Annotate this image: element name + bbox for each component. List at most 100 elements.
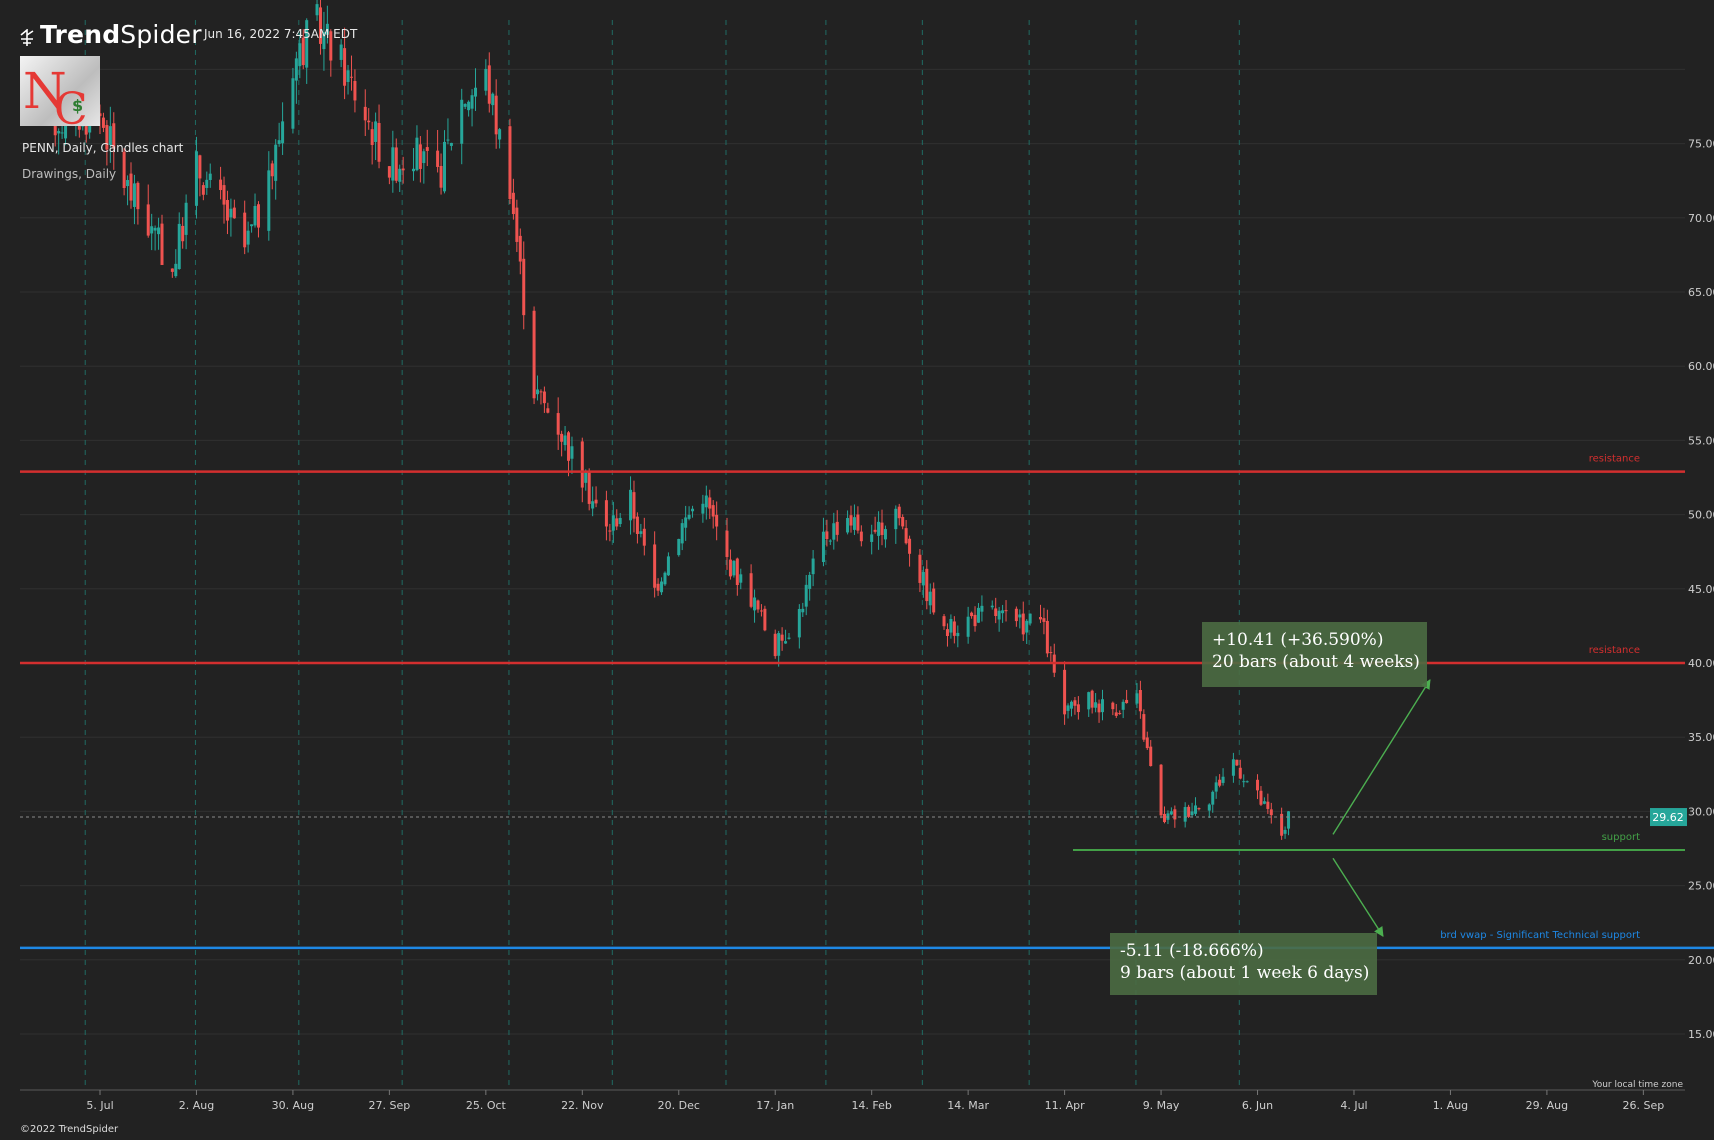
candle-body: [294, 58, 298, 81]
candle-body: [1187, 806, 1191, 817]
candle-body: [1214, 782, 1218, 792]
candle-body: [449, 142, 453, 146]
candle-body: [956, 632, 960, 637]
candle-body: [374, 121, 378, 142]
x-tick-label: 30. Aug: [272, 1099, 314, 1112]
measure-arrow-up[interactable]: [1332, 679, 1431, 835]
candle-body: [305, 20, 309, 68]
candle-body: [608, 530, 612, 532]
candle-body: [57, 131, 61, 134]
candle-body: [852, 517, 856, 530]
candle-body: [725, 530, 729, 557]
candle-body: [126, 180, 130, 187]
candle-body: [870, 534, 874, 542]
candle-body: [318, 7, 322, 44]
measure-down-box[interactable]: [1110, 933, 1377, 995]
x-tick-label: 20. Dec: [658, 1099, 700, 1112]
candle-body: [146, 204, 150, 236]
candle-body: [1063, 669, 1067, 715]
candle-body: [918, 554, 922, 583]
candle-body: [398, 168, 402, 182]
candle-body: [515, 207, 519, 242]
candle-body: [322, 32, 326, 50]
candle-body: [181, 225, 185, 242]
candle-body: [1087, 692, 1091, 710]
measure-arrow-down[interactable]: [1332, 857, 1384, 937]
candle-body: [1004, 610, 1008, 612]
candle-body: [639, 531, 643, 534]
candle-body: [1142, 714, 1146, 740]
measure-down-bars: 9 bars (about 1 week 6 days): [1120, 963, 1369, 983]
candle-body: [759, 610, 763, 612]
candle-body: [467, 101, 471, 111]
candle-body: [945, 629, 949, 637]
candle-body: [584, 472, 588, 483]
candle-body: [787, 637, 791, 639]
candle-body: [894, 508, 898, 530]
candle-body: [629, 489, 633, 521]
candle-body: [1066, 705, 1070, 711]
candle-body: [1097, 703, 1101, 713]
candle-body: [901, 516, 905, 527]
timezone-label: Your local time zone: [1591, 1080, 1683, 1090]
candle-body: [542, 391, 546, 404]
candle-body: [1163, 813, 1167, 823]
candle-body: [580, 441, 584, 488]
candle-body: [780, 634, 784, 641]
candle-body: [415, 137, 419, 171]
candle-body: [136, 182, 140, 210]
candle-body: [325, 23, 329, 35]
drawings-label[interactable]: Drawings, Daily: [22, 167, 117, 181]
y-tick-label: 25.00: [1688, 880, 1714, 893]
chart-title: PENN, Daily, Candles chart: [22, 141, 184, 155]
candle-body: [753, 597, 757, 611]
candle-body: [277, 140, 281, 144]
candle-body: [394, 147, 398, 181]
candle-body: [1145, 737, 1149, 749]
candle-body: [952, 621, 956, 636]
candle-body: [494, 95, 498, 135]
candle-body: [1169, 811, 1173, 815]
candle-body: [797, 608, 801, 638]
candle-body: [763, 608, 767, 631]
candle-body: [491, 93, 495, 106]
candle-body: [1245, 781, 1249, 783]
candle-body: [715, 514, 719, 527]
candle-body: [735, 558, 739, 585]
candle-body: [663, 572, 667, 585]
candle-body: [536, 389, 540, 395]
candle-body: [274, 144, 278, 181]
candle-body: [1114, 712, 1118, 716]
x-tick-label: 27. Sep: [369, 1099, 411, 1112]
candle-body: [739, 574, 743, 583]
candle-body: [439, 165, 443, 188]
candle-body: [966, 616, 970, 637]
level-label-3: brd vwap - Significant Technical support: [1440, 930, 1640, 941]
measurement-arrows[interactable]: +10.41 (+36.590%)20 bars (about 4 weeks)…: [1110, 622, 1431, 995]
candle-body: [1231, 759, 1235, 776]
candle-body: [511, 192, 515, 215]
candle-body: [522, 258, 526, 316]
candle-body: [1021, 613, 1025, 635]
candle-body: [425, 147, 429, 151]
x-tick-label: 17. Jan: [756, 1099, 794, 1112]
candle-body: [291, 78, 295, 129]
candle-body: [825, 531, 829, 540]
candle-body: [708, 497, 712, 509]
candle-body: [1014, 608, 1018, 622]
candle-body: [349, 76, 353, 78]
y-axis: 15.00 20.00 25.00 30.00 35.00 40.00 45.00 50.00…: [1688, 138, 1714, 1041]
x-tick-label: 29. Aug: [1526, 1099, 1568, 1112]
candle-body: [184, 202, 188, 235]
candle-body: [1183, 807, 1187, 822]
trendspider-logo-icon: [18, 24, 36, 46]
candle-body: [615, 518, 619, 527]
nc-logo-icon: N C $: [20, 56, 100, 135]
x-tick-label: 4. Jul: [1340, 1099, 1367, 1112]
candle-body: [604, 500, 608, 527]
candle-body: [921, 572, 925, 586]
measure-up-box[interactable]: [1202, 622, 1427, 687]
candle-body: [391, 147, 395, 181]
candle-body: [532, 310, 536, 399]
